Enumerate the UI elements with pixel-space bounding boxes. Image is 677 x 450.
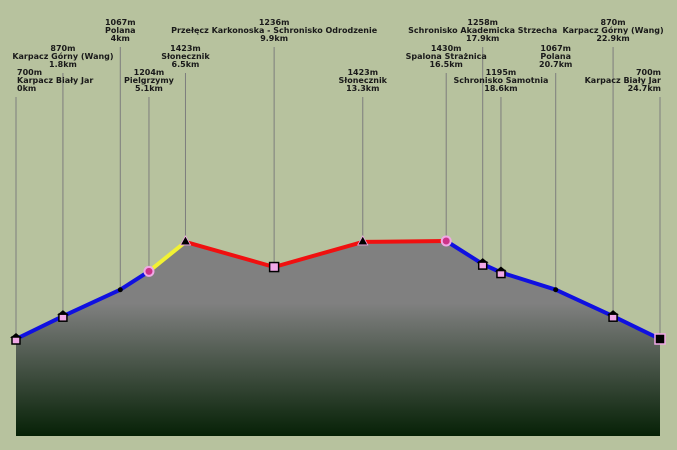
point-name-label: Pielgrzymy (124, 76, 175, 85)
point-elevation-label: 700m (636, 68, 661, 77)
peak-triangle-icon (179, 235, 192, 246)
house-body (11, 336, 21, 345)
point-elevation-label: 1236m (259, 18, 290, 27)
point-elevation-label: 870m (50, 44, 75, 53)
route-segment (147, 240, 187, 273)
house-icon (476, 258, 489, 270)
point-distance-label: 1.8km (49, 60, 77, 69)
point-name-label: Karpacz Górny (Wang) (12, 51, 113, 61)
point-elevation-label: 700m (17, 68, 42, 77)
point-distance-label: 0km (17, 84, 36, 93)
point-name-label: Schronisko Samotnia (454, 76, 549, 85)
point-distance-label: 22.9km (596, 34, 629, 43)
point-elevation-label: 1067m (105, 18, 136, 27)
route-segment (184, 239, 275, 269)
route-segment (119, 269, 151, 292)
point-name-label: Schronisko Akademicka Strzecha (408, 26, 557, 35)
point-elevation-label: 1258m (467, 18, 498, 27)
shelter-square-icon (268, 261, 280, 273)
point-elevation-label: 870m (601, 18, 626, 27)
house-icon (607, 310, 620, 322)
end-point-icon (654, 333, 666, 345)
house-icon (494, 266, 507, 279)
point-name-label: Słonecznik (161, 52, 210, 61)
point-elevation-label: 1430m (431, 44, 462, 53)
house-body (496, 269, 506, 279)
viewpoint-circle-icon (143, 265, 155, 277)
point-distance-label: 13.3km (346, 84, 379, 93)
point-distance-label: 20.7km (539, 60, 572, 69)
waypoint-dot-icon (553, 287, 559, 293)
point-name-label: Polana (105, 26, 136, 35)
point-distance-label: 24.7km (628, 84, 661, 93)
house-icon (10, 333, 22, 345)
elevation-area-fill (16, 241, 660, 436)
point-distance-label: 17.9km (466, 34, 499, 43)
elevation-area (16, 241, 660, 436)
route-segment (362, 239, 447, 244)
viewpoint-circle-icon (440, 235, 452, 247)
route-segment (445, 239, 661, 341)
point-distance-label: 18.6km (484, 84, 517, 93)
waypoint-dot-icon (117, 287, 123, 293)
point-distance-label: 16.5km (429, 60, 462, 69)
route-segment (273, 239, 364, 269)
house-body (58, 313, 68, 322)
peak-triangle-icon (357, 235, 369, 246)
house-body (477, 261, 488, 270)
point-name-label: Słonecznik (339, 76, 388, 85)
point-distance-label: 6.5km (172, 60, 200, 69)
point-name-label: Przełęcz Karkonoska - Schronisko Odrodze… (171, 26, 378, 35)
point-markers (10, 235, 666, 345)
point-elevation-label: 1423m (347, 68, 378, 77)
house-body (608, 313, 618, 322)
point-elevation-label: 1195m (486, 68, 517, 77)
point-elevation-label: 1423m (170, 44, 201, 53)
point-elevation-label: 1204m (134, 68, 165, 77)
point-name-label: Karpacz Biały Jar (585, 76, 661, 85)
point-name-label: Karpacz Biały Jar (17, 76, 93, 85)
point-elevation-label: 1067m (540, 44, 571, 53)
point-distance-label: 5.1km (135, 84, 163, 93)
point-distance-label: 4km (111, 34, 130, 43)
point-name-label: Karpacz Górny (Wang) (562, 25, 663, 35)
house-icon (56, 310, 69, 322)
vertical-guide-lines (15, 47, 661, 339)
point-distance-label: 9.9km (260, 34, 288, 43)
point-name-label: Polana (540, 52, 571, 61)
point-name-label: Spalona Strażnica (406, 52, 487, 61)
